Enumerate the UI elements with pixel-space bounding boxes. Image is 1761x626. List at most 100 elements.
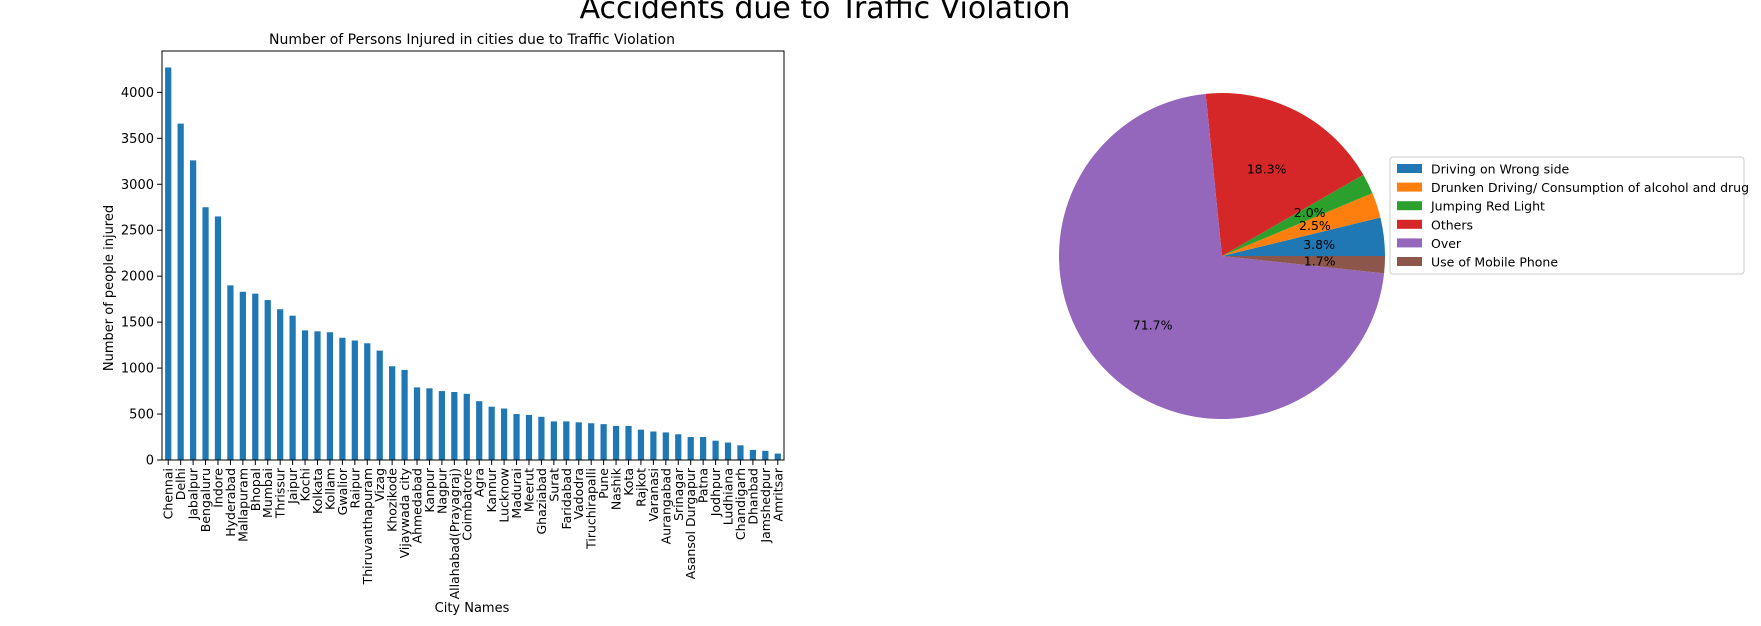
x-tick-label: Delhi xyxy=(173,468,188,500)
bar xyxy=(625,425,632,460)
pie-slice xyxy=(1222,217,1385,256)
legend-swatch xyxy=(1397,219,1422,229)
legend-label: Drunken Driving/ Consumption of alcohol … xyxy=(1431,180,1749,195)
bar xyxy=(401,369,408,460)
x-tick-label: Bhopal xyxy=(248,468,263,511)
legend-swatch xyxy=(1397,164,1422,173)
bar xyxy=(476,401,483,460)
x-tick-label: Amritsar xyxy=(770,467,785,521)
x-tick-label: Jodhpur xyxy=(708,467,723,517)
x-tick-label: Rajkot xyxy=(633,468,648,507)
x-tick-label: Dhanbad xyxy=(745,468,760,525)
x-tick-label: Bengaluru xyxy=(198,468,213,532)
x-tick-label: Asansol Durgapur xyxy=(683,467,698,579)
x-tick-label: Allahabad(Prayagraj) xyxy=(447,468,462,599)
x-tick-label: Ludhiana xyxy=(721,468,736,525)
bar xyxy=(389,366,396,460)
y-tick-label: 1500 xyxy=(121,316,154,331)
x-tick-label: Faridabad xyxy=(559,468,574,529)
legend-swatch xyxy=(1397,257,1422,266)
pie-slice xyxy=(1058,93,1385,419)
bars xyxy=(165,67,781,461)
x-tick-label: Surat xyxy=(546,468,561,502)
bar xyxy=(314,331,321,460)
bar xyxy=(239,291,246,460)
bar xyxy=(339,337,346,460)
pie-slice xyxy=(1222,174,1373,256)
bar xyxy=(700,437,707,460)
bar xyxy=(165,67,172,460)
x-tick-label: Pune xyxy=(596,468,611,499)
bar xyxy=(214,216,222,460)
bar xyxy=(500,408,508,460)
bar xyxy=(264,300,271,460)
bar xyxy=(426,388,433,460)
bar xyxy=(563,421,570,460)
x-tick-label: Kanpur xyxy=(422,467,437,512)
legend-label: Jumping Red Light xyxy=(1430,199,1545,214)
x-tick-label: Lucknow xyxy=(497,468,512,523)
x-tick-label: Srinagar xyxy=(671,467,686,521)
bar xyxy=(662,432,669,460)
x-tick-label: Indore xyxy=(210,468,225,508)
x-tick-label: Thiruvanthapuram xyxy=(360,468,375,585)
bar xyxy=(451,391,458,460)
x-tick-label: Nagpur xyxy=(434,467,449,514)
bar xyxy=(538,416,545,460)
x-tick-label: Chandigarh xyxy=(733,468,748,540)
bar xyxy=(227,285,234,460)
bar xyxy=(525,414,533,460)
x-axis-ticks: ChennaiDelhiJabalpurBengaluruIndoreHyder… xyxy=(161,460,785,599)
bar xyxy=(762,450,769,460)
bar xyxy=(712,440,719,460)
bar xyxy=(326,332,334,460)
x-tick-label: Vijaywada city xyxy=(397,467,412,558)
pie-percent-label: 2.5% xyxy=(1299,218,1331,233)
legend-swatch xyxy=(1397,182,1422,192)
x-tick-label: Kollam xyxy=(322,468,337,510)
pie-slice xyxy=(1222,256,1385,274)
x-tick-label: Agra xyxy=(472,468,487,497)
x-tick-label: Mallapuram xyxy=(235,468,250,542)
legend-label: Use of Mobile Phone xyxy=(1431,255,1558,270)
x-tick-label: Kochi xyxy=(298,468,313,502)
pie-percent-labels: 3.8% 2.5%2.0% 18.3% 71.7% 1.7% xyxy=(1133,161,1336,332)
legend-swatch xyxy=(1397,201,1422,211)
bar xyxy=(189,160,197,460)
bar xyxy=(737,445,744,460)
bar xyxy=(575,422,582,460)
bar xyxy=(724,442,732,460)
pie-percent-label: 1.7% xyxy=(1304,254,1336,269)
pie-slices xyxy=(1058,92,1385,419)
x-tick-label: Kannur xyxy=(484,467,499,512)
bar xyxy=(301,330,309,460)
legend-swatch xyxy=(1397,238,1422,248)
legend-frame xyxy=(1389,156,1745,275)
bar xyxy=(177,123,184,461)
x-tick-label: Jabalpur xyxy=(186,467,201,520)
bar xyxy=(376,350,383,460)
x-tick-label: Varanasi xyxy=(646,468,661,522)
x-tick-label: Madurai xyxy=(509,468,524,519)
x-tick-label: Khozikode xyxy=(385,468,400,532)
y-tick-label: 4000 xyxy=(121,86,154,101)
x-tick-label: Jamshedpur xyxy=(758,467,773,543)
bar xyxy=(650,431,657,460)
x-tick-label: Nashik xyxy=(609,467,624,510)
x-tick-label: Vadodra xyxy=(571,468,586,520)
bar xyxy=(364,343,371,460)
x-tick-label: Patna xyxy=(696,468,711,503)
pie-slice xyxy=(1222,193,1381,256)
bar xyxy=(463,393,470,460)
y-axis-label: Number of people injured xyxy=(102,205,117,371)
pie-percent-label: 2.0% xyxy=(1294,205,1326,220)
x-tick-label: Vizag xyxy=(372,468,387,502)
x-axis-label: City Names xyxy=(435,601,510,616)
bar xyxy=(774,453,781,460)
pie-percent-label: 18.3% xyxy=(1247,161,1287,176)
pie-slice xyxy=(1205,92,1364,256)
x-tick-label: Ahmedabad xyxy=(410,468,425,543)
